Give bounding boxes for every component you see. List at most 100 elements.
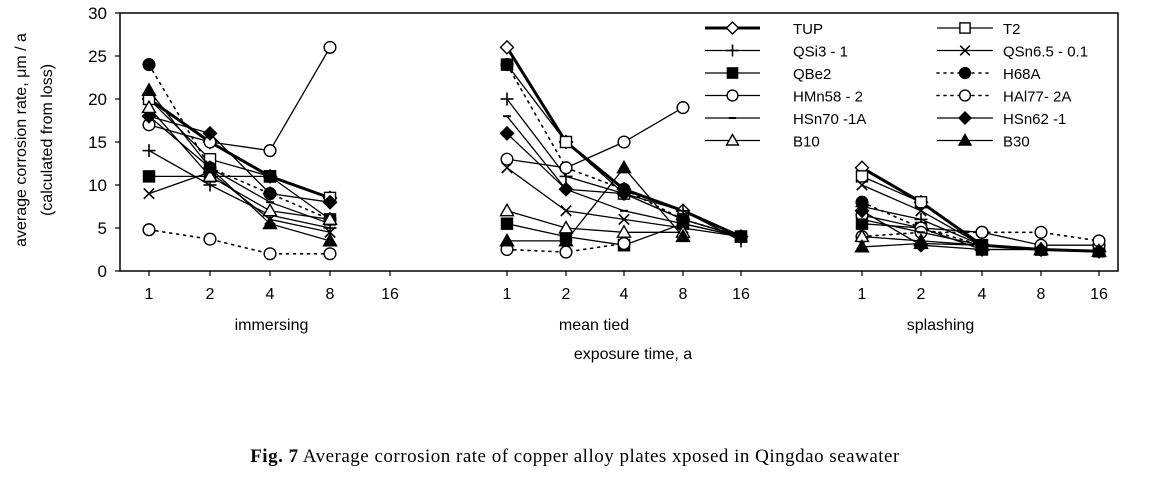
figure-caption: Fig. 7 Average corrosion rate of copper … [0,446,1150,468]
marker-shape [560,136,571,147]
x-tick-label: 1 [503,286,512,303]
data-point [143,224,155,236]
legend-label: QSi3 - 1 [793,44,848,61]
legend-marker [959,112,971,124]
x-tick-label: 1 [145,286,154,303]
marker-shape [560,162,572,174]
marker-shape [501,218,512,229]
x-tick-label: 1 [858,286,867,303]
line-chart: 0 5 10 15 20 25 30 1 2 4 8 16 immersing 1 2 4 8 16 mean ti… [0,0,1150,440]
legend-marker [727,45,739,57]
marker-shape [501,59,513,71]
y-tick-label: 0 [98,262,107,281]
legend-label: T2 [1003,21,1021,38]
data-point [143,171,154,182]
marker-shape [143,224,155,236]
data-point [618,136,630,148]
legend-label: QSn6.5 - 0.1 [1003,44,1088,61]
y-tick-label: 15 [88,133,107,152]
data-point [324,42,336,54]
legend-entry: T2 [937,21,1021,38]
marker-shape [501,204,514,215]
data-point [501,234,514,245]
legend-entry: B10 [705,134,820,151]
data-point [324,248,336,260]
legend-marker [959,135,971,146]
data-point [143,59,155,71]
data-point [560,246,572,258]
legend-label: HMn58 - 2 [793,89,863,106]
marker-shape [560,246,572,258]
legend-entry: HMn58 - 2 [705,89,863,106]
data-point [264,204,277,215]
data-point [264,171,275,182]
x-tick-label: 2 [562,286,571,303]
legend-entry: QBe2 [705,66,831,83]
marker-shape [618,238,630,250]
x-tick-label: 4 [620,286,629,303]
data-point [204,233,216,245]
legend-label: HSn62 -1 [1003,111,1066,128]
series-line [149,47,330,150]
marker-shape [1035,226,1047,238]
marker-shape [264,171,275,182]
marker-shape [618,136,630,148]
y-tick-label: 10 [88,176,107,195]
legend-label: H68A [1003,66,1041,83]
marker-shape [976,226,988,238]
caption-label: Fig. 7 [250,446,298,467]
y-tick-label: 5 [98,219,107,238]
y-axis-subtitle: (calculated from loss) [39,64,56,216]
series-line [149,172,330,232]
marker-shape [264,145,276,157]
marker-shape [143,171,154,182]
data-point [501,204,514,215]
data-point [501,153,513,165]
legend-label: B30 [1003,134,1030,151]
y-tick-label: 30 [88,4,107,23]
marker-shape [959,112,971,124]
marker-shape [143,84,156,95]
panel-label-immersing: immersing [235,317,309,334]
x-axis-title: exposure time, a [574,346,692,363]
legend-entry: HSn70 -1A [705,111,866,128]
marker-shape [960,68,971,79]
data-point [976,226,988,238]
marker-shape [264,204,277,215]
marker-shape [324,42,336,54]
legend: TUP T2 QSi3 - 1 QSn6.5 - 0.1 QBe2 H68A HMn58 -… [705,21,1088,151]
caption-text: Average corrosion rate of copper alloy p… [299,446,900,467]
panel-label-mean-tied: mean tied [559,317,629,334]
legend-entry: H68A [937,66,1041,83]
data-point [144,188,154,198]
marker-shape [727,90,738,101]
y-tick-label: 20 [88,90,107,109]
legend-entry: HAl77- 2A [937,89,1071,106]
marker-shape [501,153,513,165]
legend-marker [727,135,739,146]
y-tick-label: 25 [88,47,107,66]
panel-label-splashing: splashing [907,317,975,334]
data-point [1035,226,1047,238]
data-point [143,144,156,157]
x-tick-label: 4 [266,286,275,303]
data-point [501,59,513,71]
x-tick-label: 4 [978,286,987,303]
marker-shape [677,102,689,114]
legend-label: B10 [793,134,820,151]
legend-label: TUP [793,21,823,38]
x-tick-label: 2 [206,286,215,303]
legend-marker [960,68,971,79]
data-point [618,161,631,172]
marker-shape [324,248,336,260]
legend-label: QBe2 [793,66,831,83]
marker-shape [727,22,739,34]
data-point [143,84,156,95]
data-point [560,162,572,174]
data-point [264,145,276,157]
marker-shape [959,135,971,146]
legend-entry: HSn62 -1 [937,111,1066,128]
legend-entry: B30 [937,134,1030,151]
marker-shape [727,135,739,146]
marker-shape [264,248,276,260]
